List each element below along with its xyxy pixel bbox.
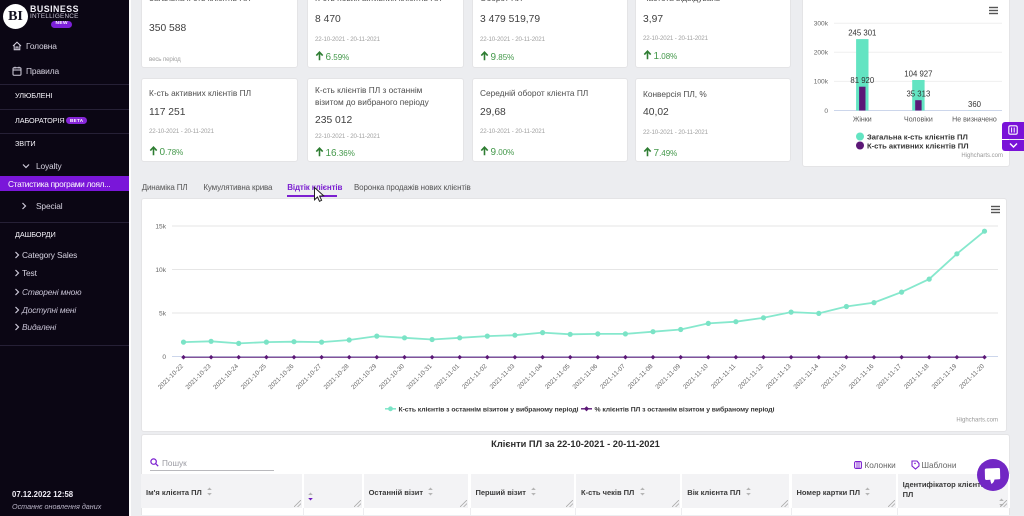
svg-text:Загальна к-сть клієнтів ПЛ: Загальна к-сть клієнтів ПЛ <box>867 132 968 141</box>
svg-text:2021-11-20: 2021-11-20 <box>958 363 986 391</box>
svg-text:2021-10-31: 2021-10-31 <box>405 363 433 391</box>
svg-text:2021-10-29: 2021-10-29 <box>350 363 378 391</box>
svg-text:Жінки: Жінки <box>853 116 872 124</box>
svg-text:2021-11-06: 2021-11-06 <box>571 363 599 391</box>
svg-text:2021-11-02: 2021-11-02 <box>461 363 489 391</box>
svg-text:2021-10-25: 2021-10-25 <box>240 363 268 391</box>
svg-text:Highcharts.com: Highcharts.com <box>961 153 1003 159</box>
svg-text:245 301: 245 301 <box>848 29 876 38</box>
svg-text:100k: 100k <box>814 79 829 86</box>
svg-text:% клієнтів ПЛ з останнім візит: % клієнтів ПЛ з останнім візитом у вибра… <box>595 406 775 414</box>
svg-text:0: 0 <box>824 108 828 115</box>
svg-text:2021-11-16: 2021-11-16 <box>848 363 876 391</box>
svg-text:2021-10-23: 2021-10-23 <box>184 363 212 391</box>
svg-text:2021-11-18: 2021-11-18 <box>903 363 931 391</box>
svg-text:Чоловіки: Чоловіки <box>904 116 933 124</box>
svg-text:2021-11-10: 2021-11-10 <box>682 363 710 391</box>
svg-text:2021-11-03: 2021-11-03 <box>489 363 517 391</box>
svg-text:10k: 10k <box>155 267 166 274</box>
svg-text:2021-10-26: 2021-10-26 <box>267 363 295 391</box>
svg-text:Не визначено: Не визначено <box>952 117 997 124</box>
svg-text:2021-11-08: 2021-11-08 <box>627 363 655 391</box>
svg-text:2021-11-19: 2021-11-19 <box>931 363 959 391</box>
svg-text:35 313: 35 313 <box>906 90 930 99</box>
svg-text:Highcharts.com: Highcharts.com <box>956 418 998 424</box>
svg-text:300k: 300k <box>814 21 829 28</box>
svg-text:2021-11-13: 2021-11-13 <box>765 363 793 391</box>
svg-text:2021-10-28: 2021-10-28 <box>323 363 351 391</box>
svg-text:К-сть клієнтів з останнім візи: К-сть клієнтів з останнім візитом у вибр… <box>399 406 579 414</box>
svg-text:2021-11-04: 2021-11-04 <box>516 363 544 391</box>
svg-text:200k: 200k <box>814 50 829 57</box>
svg-text:2021-10-22: 2021-10-22 <box>157 363 185 391</box>
svg-text:2021-11-07: 2021-11-07 <box>599 363 627 391</box>
svg-text:2021-11-01: 2021-11-01 <box>433 363 461 391</box>
svg-text:2021-11-11: 2021-11-11 <box>710 363 738 391</box>
svg-text:2021-11-09: 2021-11-09 <box>654 363 682 391</box>
svg-text:81 920: 81 920 <box>850 76 875 85</box>
svg-text:0: 0 <box>162 354 166 361</box>
svg-text:2021-10-24: 2021-10-24 <box>212 363 240 391</box>
svg-text:2021-10-30: 2021-10-30 <box>378 363 406 391</box>
svg-text:2021-11-14: 2021-11-14 <box>792 363 820 391</box>
svg-text:5k: 5k <box>159 310 167 317</box>
svg-text:К-сть активних клієнтів ПЛ: К-сть активних клієнтів ПЛ <box>867 141 969 150</box>
svg-text:2021-11-12: 2021-11-12 <box>737 363 765 391</box>
svg-text:104 927: 104 927 <box>904 70 932 79</box>
svg-text:2021-11-05: 2021-11-05 <box>544 363 572 391</box>
svg-text:2021-10-27: 2021-10-27 <box>295 363 323 391</box>
svg-text:2021-11-17: 2021-11-17 <box>875 363 903 391</box>
svg-text:2021-11-15: 2021-11-15 <box>820 363 848 391</box>
svg-text:360: 360 <box>968 100 982 109</box>
svg-text:15k: 15k <box>155 223 166 230</box>
